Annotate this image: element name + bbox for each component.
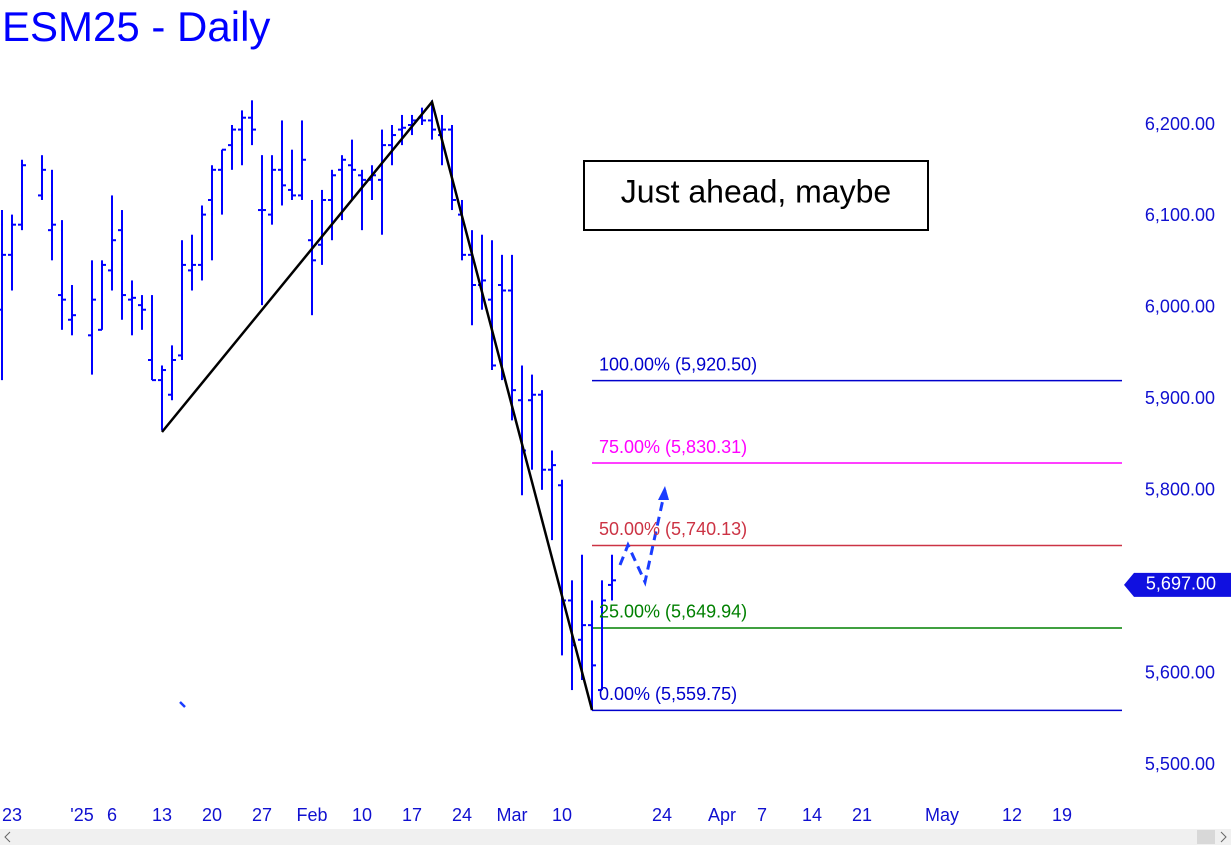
marker <box>179 701 186 708</box>
x-tick-label: 20 <box>202 805 222 825</box>
x-tick-label: Apr <box>708 805 736 825</box>
x-tick-label: 14 <box>802 805 822 825</box>
last-price-tag <box>1124 572 1231 597</box>
x-tick-label: 6 <box>107 805 117 825</box>
last-price-label: 5,697.00 <box>1146 574 1216 594</box>
x-tick-label: 13 <box>152 805 172 825</box>
scroll-thumb[interactable] <box>1197 830 1215 844</box>
x-tick-label: 10 <box>552 805 572 825</box>
y-tick-label: 5,800.00 <box>1145 479 1215 499</box>
y-tick-label: 6,000.00 <box>1145 297 1215 317</box>
x-tick-label: 23 <box>2 805 22 825</box>
x-tick-label: '25 <box>70 805 93 825</box>
x-tick-label: 19 <box>1052 805 1072 825</box>
x-tick-label: 27 <box>252 805 272 825</box>
x-tick-label: 12 <box>1002 805 1022 825</box>
x-tick-label: 21 <box>852 805 872 825</box>
x-tick-label: 17 <box>402 805 422 825</box>
scroll-left[interactable] <box>4 831 11 843</box>
y-tick-label: 6,100.00 <box>1145 205 1215 225</box>
fib-label: 0.00% (5,559.75) <box>599 684 737 704</box>
projection-arrow <box>618 489 667 587</box>
fib-label: 100.00% (5,920.50) <box>599 354 757 374</box>
x-tick-label: 10 <box>352 805 372 825</box>
fib-label: 75.00% (5,830.31) <box>599 437 747 457</box>
y-tick-label: 5,500.00 <box>1145 754 1215 774</box>
y-tick-label: 6,200.00 <box>1145 114 1215 134</box>
chart-title: ESM25 - Daily <box>2 3 270 50</box>
x-tick-label: 24 <box>452 805 472 825</box>
annotation-box <box>583 160 929 231</box>
y-tick-label: 5,600.00 <box>1145 662 1215 682</box>
x-tick-label: 24 <box>652 805 672 825</box>
fib-label: 25.00% (5,649.94) <box>599 602 747 622</box>
x-tick-label: Feb <box>296 805 327 825</box>
annotation: Just ahead, maybe <box>621 173 891 209</box>
scrollbar[interactable] <box>0 829 1231 845</box>
x-tick-label: Mar <box>497 805 528 825</box>
swing-line <box>161 99 594 711</box>
arrow-head <box>658 486 669 500</box>
scroll-right[interactable] <box>1220 831 1227 843</box>
y-tick-label: 5,900.00 <box>1145 388 1215 408</box>
x-tick-label: May <box>925 805 959 825</box>
fib-label: 50.00% (5,740.13) <box>599 519 747 539</box>
x-tick-label: 7 <box>757 805 767 825</box>
